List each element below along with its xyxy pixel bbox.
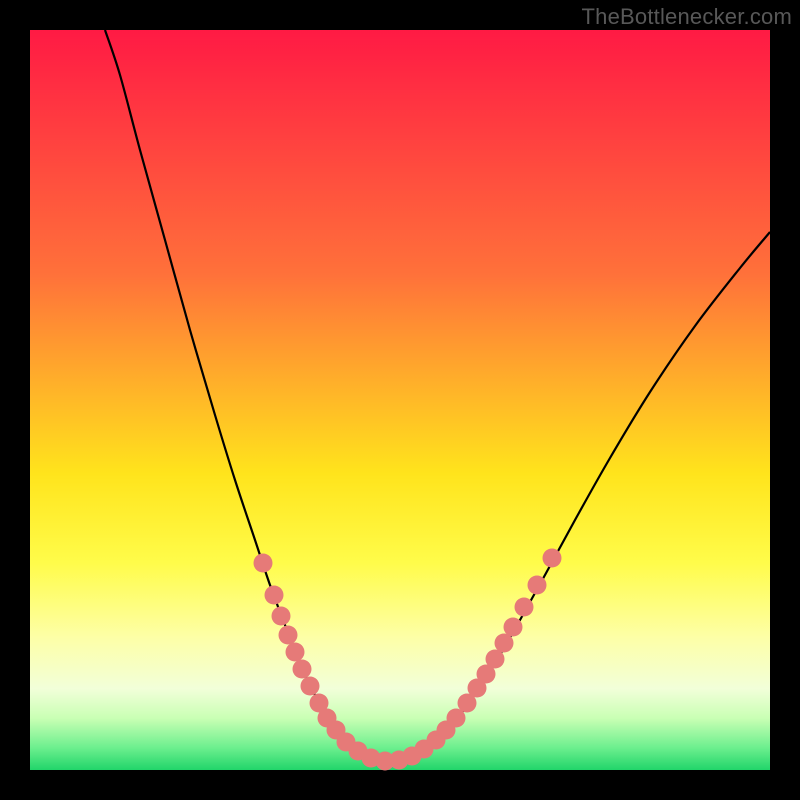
curve-marker xyxy=(265,586,284,605)
watermark-text: TheBottlenecker.com xyxy=(582,4,792,30)
curve-marker xyxy=(293,660,312,679)
curve-marker xyxy=(279,626,298,645)
curve-line xyxy=(105,30,770,761)
plot-area xyxy=(30,30,770,770)
curve-marker xyxy=(504,618,523,637)
chart-canvas: TheBottlenecker.com xyxy=(0,0,800,800)
curve-marker xyxy=(486,650,505,669)
bottleneck-curve xyxy=(30,30,770,770)
curve-markers xyxy=(254,549,562,771)
curve-marker xyxy=(286,643,305,662)
curve-marker xyxy=(528,576,547,595)
curve-marker xyxy=(254,554,273,573)
curve-marker xyxy=(272,607,291,626)
curve-marker xyxy=(301,677,320,696)
curve-marker xyxy=(515,598,534,617)
curve-marker xyxy=(543,549,562,568)
curve-marker xyxy=(495,634,514,653)
